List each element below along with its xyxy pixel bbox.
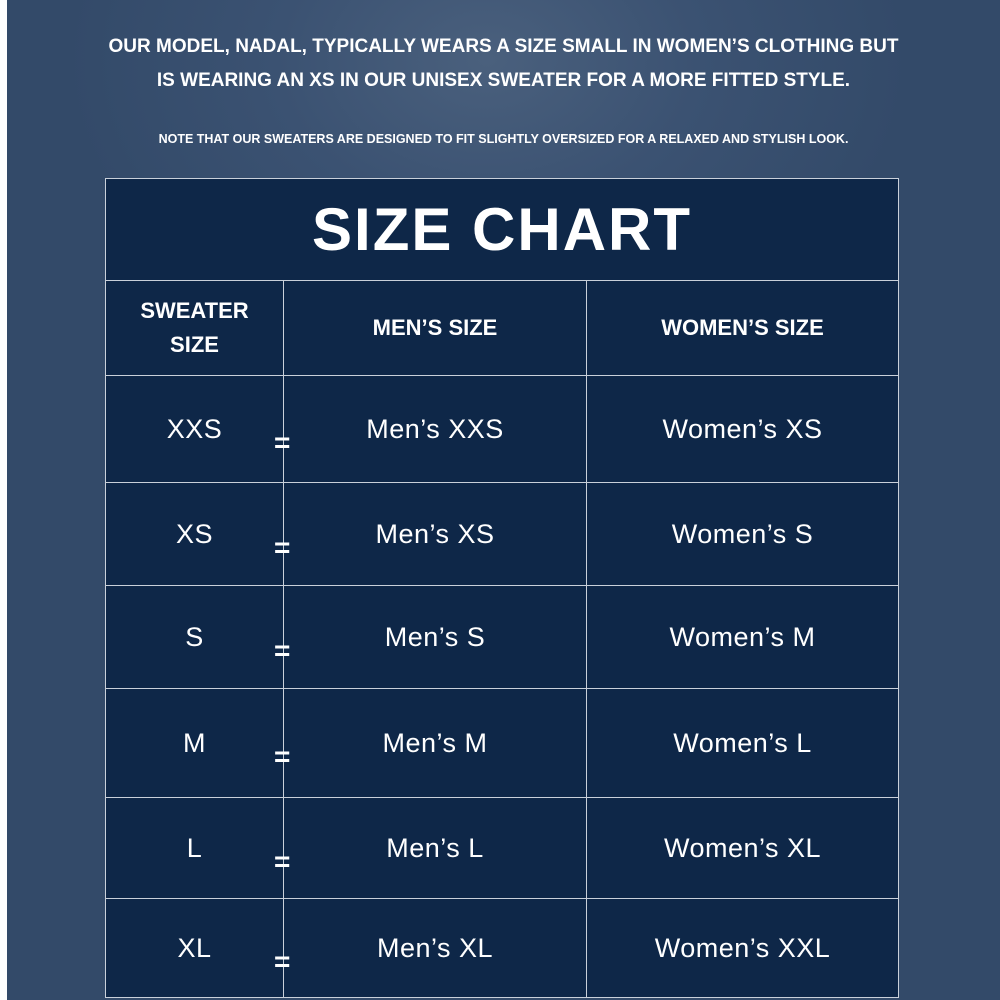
womens-size-cell: Women’s XS (586, 375, 899, 483)
mens-size-cell: Men’s M = (274, 688, 587, 798)
size-chart-table: SIZE CHART SWEATER SIZE MEN’S SIZE WOMEN… (105, 178, 899, 998)
size-row: XL Men’s XL = Women’s XXL (105, 898, 899, 998)
sweater-size-cell: S (105, 585, 284, 689)
equals-sign: = (274, 846, 291, 877)
header-mens-size: MEN’S SIZE (283, 280, 587, 376)
cell-text: Women’s XL (663, 832, 822, 863)
header-womens-size: WOMEN’S SIZE (586, 280, 899, 376)
cell-text: Men’s XXS (366, 413, 504, 444)
mens-size-cell: Men’s XS = (274, 482, 587, 586)
mens-size-cell: Men’s S = (274, 585, 587, 689)
size-row: L Men’s L = Women’s XL (105, 797, 899, 899)
mens-size-cell: Men’s XXS = (274, 375, 587, 483)
equals-sign: = (274, 741, 291, 772)
cell-text: Men’s L (386, 832, 484, 863)
cell-text: XS (175, 518, 214, 549)
cell-text: Men’s XL (376, 932, 494, 963)
cell-text: M (183, 727, 206, 758)
sweater-size-cell: XXS (105, 375, 284, 483)
page-background: OUR MODEL, NADAL, TYPICALLY WEARS A SIZE… (7, 0, 1000, 1000)
sweater-size-cell: XL (105, 898, 284, 998)
womens-size-cell: Women’s S (586, 482, 899, 586)
cell-text: XL (177, 932, 212, 963)
model-note: OUR MODEL, NADAL, TYPICALLY WEARS A SIZE… (108, 36, 899, 91)
cell-text: Men’s M (382, 727, 488, 758)
size-row: M Men’s M = Women’s L (105, 688, 899, 798)
cell-text: XXS (166, 413, 223, 444)
womens-size-cell: Women’s L (586, 688, 899, 798)
mens-size-cell: Men’s XL = (274, 898, 587, 998)
cell-text: Women’s L (673, 727, 812, 758)
size-row: XS Men’s XS = Women’s S (105, 482, 899, 586)
mens-size-cell: Men’s L = (274, 797, 587, 899)
equals-sign: = (274, 427, 291, 458)
cell-text: L (186, 832, 203, 863)
cell-text: Women’s XS (662, 413, 823, 444)
size-row: S Men’s S = Women’s M (105, 585, 899, 689)
cell-text: Women’s M (669, 621, 816, 652)
equals-sign: = (274, 635, 291, 666)
womens-size-cell: Women’s XL (586, 797, 899, 899)
sweater-size-cell: L (105, 797, 284, 899)
size-row: XXS Men’s XXS = Women’s XS (105, 375, 899, 483)
equals-sign: = (274, 946, 291, 977)
sweater-size-cell: M (105, 688, 284, 798)
header-sweater-size: SWEATER SIZE (105, 280, 284, 376)
cell-text: Women’s XXL (654, 932, 831, 963)
cell-text: Men’s XS (375, 518, 495, 549)
womens-size-cell: Women’s M (586, 585, 899, 689)
cell-text: S (185, 621, 204, 652)
sweater-size-cell: XS (105, 482, 284, 586)
size-chart-title: SIZE CHART (105, 178, 899, 281)
equals-sign: = (274, 532, 291, 563)
cell-text: Women’s S (671, 518, 814, 549)
cell-text: Men’s S (384, 621, 486, 652)
fit-note: NOTE THAT OUR SWEATERS ARE DESIGNED TO F… (158, 132, 849, 146)
womens-size-cell: Women’s XXL (586, 898, 899, 998)
